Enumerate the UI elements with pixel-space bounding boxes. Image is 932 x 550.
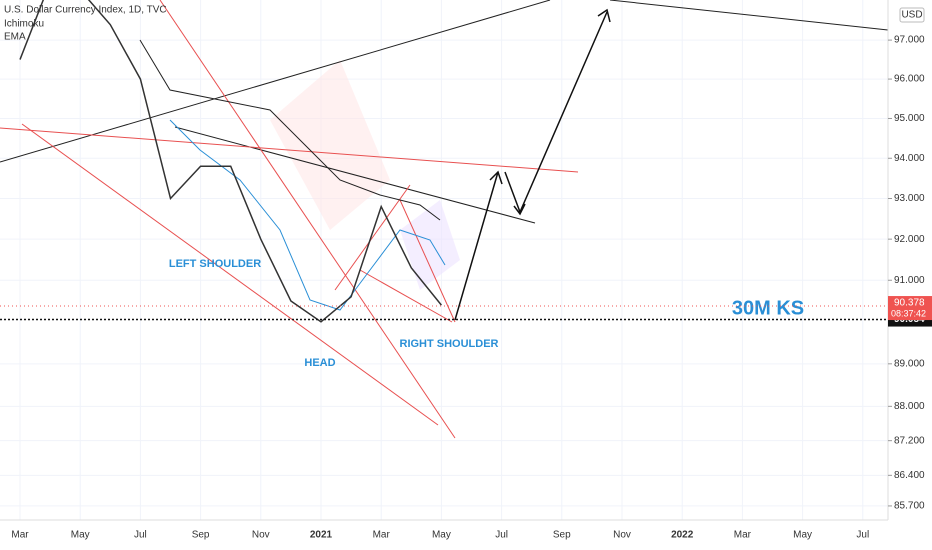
ema-line	[139, 39, 441, 221]
y-tick-label: 96.000	[894, 74, 925, 85]
y-tick-label: 86.400	[894, 470, 925, 481]
y-tick-label: 94.000	[894, 153, 925, 164]
x-tick-label: Jul	[495, 530, 508, 541]
y-tick-label: 93.000	[894, 193, 925, 204]
trend-line	[609, 0, 888, 31]
y-tick-label: 88.000	[894, 401, 925, 412]
price-line	[19, 0, 442, 323]
y-tick-label: 92.000	[894, 234, 925, 245]
y-tick-label: 97.000	[894, 35, 925, 46]
y-tick-label: 95.000	[894, 113, 925, 124]
x-tick-label: Mar	[734, 530, 752, 541]
annotation: LEFT SHOULDER	[169, 258, 261, 270]
x-tick-label: May	[432, 530, 451, 541]
drawings	[0, 0, 888, 439]
y-tick-label: 89.000	[894, 358, 925, 369]
cloud	[400, 200, 460, 290]
currency-box	[899, 7, 925, 23]
x-tick-label: Jul	[134, 530, 147, 541]
trend-line	[0, 127, 579, 173]
y-tick-label: 91.000	[894, 275, 925, 286]
currency: USD	[901, 10, 922, 21]
x-tick-label: Mar	[373, 530, 391, 541]
indicator-label: Ichimoku	[4, 19, 44, 30]
trend-line	[0, 0, 551, 163]
x-tick-label: Mar	[11, 530, 29, 541]
indicator-label: EMA	[4, 32, 26, 43]
price-label-bg	[888, 296, 932, 321]
trend-line	[159, 0, 456, 439]
kijun-line	[169, 119, 446, 311]
trend-line	[359, 269, 453, 323]
price-label: 90.378	[894, 298, 925, 309]
x-tick-label: Nov	[252, 530, 270, 541]
grid	[0, 0, 888, 520]
trend-line	[174, 126, 536, 224]
annotation: HEAD	[304, 357, 335, 369]
trend-line	[21, 123, 439, 426]
trend-line	[399, 199, 456, 323]
countdown: 08:37:42	[891, 308, 926, 318]
trend-line	[334, 184, 411, 291]
x-tick-label: 2021	[310, 530, 333, 541]
x-tick-label: May	[793, 530, 812, 541]
annotation: 30M KS	[732, 297, 804, 319]
annotation: RIGHT SHOULDER	[400, 338, 499, 350]
y-tick-label: 87.200	[894, 435, 925, 446]
x-tick-label: Sep	[192, 530, 210, 541]
x-tick-label: Jul	[856, 530, 869, 541]
x-tick-label: Sep	[553, 530, 571, 541]
y-tick-label: 85.700	[894, 501, 925, 512]
x-tick-label: Nov	[613, 530, 631, 541]
x-tick-label: 2022	[671, 530, 694, 541]
cloud	[270, 60, 390, 230]
arrow	[454, 171, 499, 321]
arrow	[489, 8, 611, 216]
x-tick-label: May	[71, 530, 90, 541]
chart-title: U.S. Dollar Currency Index, 1D, TVC	[4, 5, 167, 16]
